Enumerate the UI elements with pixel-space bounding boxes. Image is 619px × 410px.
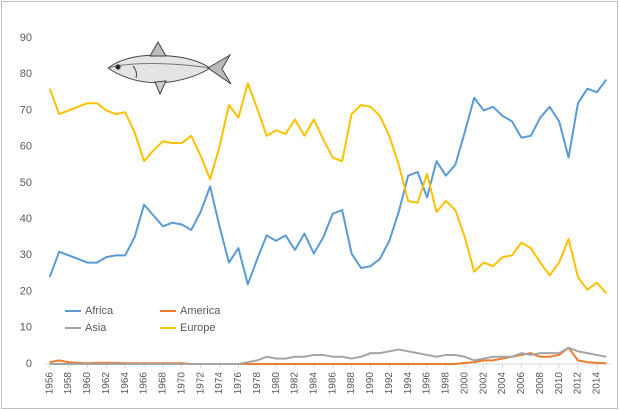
x-tick-label: 2002 [478,372,489,395]
x-tick-label: 1958 [63,372,74,395]
x-tick-label: 1984 [308,372,319,395]
x-tick-label: 2014 [591,372,602,395]
y-tick-label: 30 [20,249,32,261]
y-tick-label: 80 [20,68,32,80]
series-line [48,79,608,286]
x-tick-label: 1996 [422,372,433,395]
x-tick-label: 2010 [554,372,565,395]
x-tick-label: 1964 [120,372,131,395]
x-tick-label: 1992 [384,372,395,395]
legend-label: Asia [85,322,107,334]
y-tick-label: 10 [20,322,32,334]
x-tick-label: 1960 [82,372,93,395]
x-tick-label: 2004 [497,372,508,395]
x-tick-label: 2000 [459,372,470,395]
y-tick-label: 40 [20,213,32,225]
legend-label: Africa [85,305,114,317]
x-tick-label: 1978 [252,372,263,395]
x-tick-label: 1994 [403,372,414,395]
series-line [49,346,607,365]
x-tick-label: 2006 [516,372,527,395]
x-tick-label: 1988 [346,372,357,395]
x-tick-label: 1974 [214,372,225,395]
x-tick-label: 2012 [573,372,584,395]
x-tick-label: 1966 [139,372,150,395]
x-tick-label: 1956 [44,372,55,395]
x-tick-label: 1998 [441,372,452,395]
y-tick-label: 60 [20,141,32,153]
legend-label: Europe [180,322,215,334]
x-tick-label: 1968 [158,372,169,395]
x-tick-label: 1982 [290,372,301,395]
x-tick-label: 1962 [101,372,112,395]
y-tick-label: 70 [20,104,32,116]
x-tick-label: 1980 [271,372,282,395]
x-tick-label: 1986 [327,372,338,395]
x-tick-label: 1990 [365,372,376,395]
y-tick-label: 50 [20,177,32,189]
x-tick-label: 2008 [535,372,546,395]
fish-illustration [107,40,232,96]
x-tick-label: 1976 [233,372,244,395]
x-tick-label: 1970 [176,372,187,395]
series-line [48,82,608,295]
y-tick-label: 0 [26,358,32,370]
legend-label: America [180,305,221,317]
x-tick-label: 1972 [195,372,206,395]
y-tick-label: 90 [20,32,32,44]
y-tick-label: 20 [20,285,32,297]
